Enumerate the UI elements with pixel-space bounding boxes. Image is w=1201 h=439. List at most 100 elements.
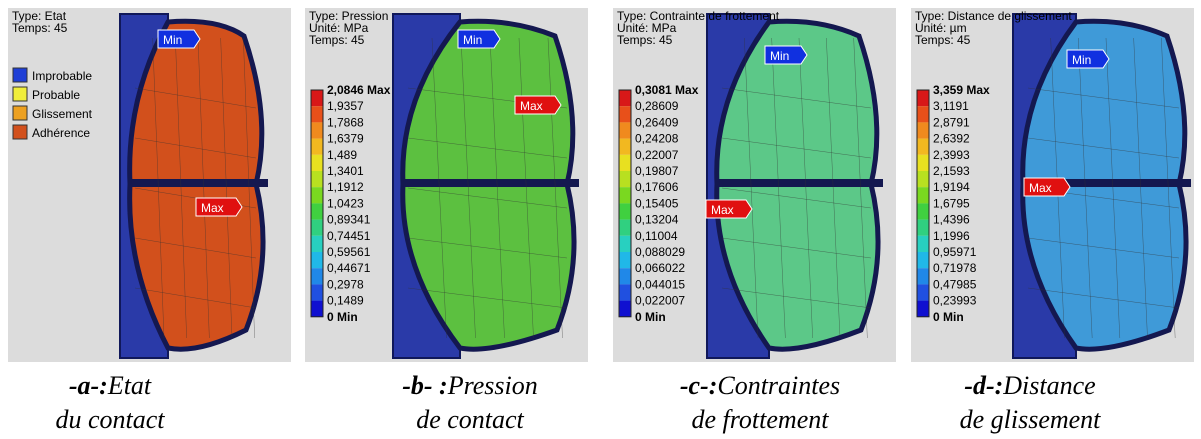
colorbar-band xyxy=(619,219,631,236)
colorbar-band xyxy=(619,154,631,171)
mesh-line xyxy=(134,137,257,159)
colorbar-band xyxy=(311,235,323,252)
legend-swatch xyxy=(12,86,28,102)
colorbar-band xyxy=(619,106,631,123)
legend-label: Adhérence xyxy=(32,126,90,140)
colorbar-label: 0,022007 xyxy=(635,294,685,308)
max-tag xyxy=(195,197,243,217)
colorbar-band xyxy=(619,90,631,107)
mesh-line xyxy=(1027,287,1180,309)
caption-line: du contact xyxy=(55,405,165,434)
mesh-line xyxy=(744,37,759,339)
mesh-line xyxy=(1133,37,1148,339)
colorbar-label: 0,89341 xyxy=(327,213,371,227)
colorbar-band xyxy=(619,284,631,301)
mesh-line xyxy=(721,137,872,159)
pad-groove xyxy=(1021,179,1191,187)
panel-header: Temps: 45 xyxy=(617,33,673,47)
panel-header: Type: Etat xyxy=(12,9,67,23)
colorbar-band xyxy=(917,252,929,269)
mesh-line xyxy=(243,37,255,339)
colorbar-band xyxy=(311,219,323,236)
mesh-line xyxy=(407,237,568,259)
caption-label: -d-: xyxy=(964,371,1003,400)
colorbar-band xyxy=(311,122,323,139)
legend-label: Improbable xyxy=(32,69,92,83)
mesh-line xyxy=(721,287,872,309)
min-tag xyxy=(764,45,808,65)
colorbar-band xyxy=(311,90,323,107)
colorbar-label: 0,22007 xyxy=(635,148,679,162)
colorbar-label: 2,6392 xyxy=(933,132,970,146)
colorbar-band xyxy=(619,187,631,204)
colorbar-label: 0,2978 xyxy=(327,277,364,291)
colorbar-label: 0,19807 xyxy=(635,164,679,178)
min-tag-label: Min xyxy=(770,49,789,63)
min-tag xyxy=(1066,49,1110,69)
colorbar-label: 0,17606 xyxy=(635,180,679,194)
pad-groove xyxy=(715,179,883,187)
colorbar-label: 1,3401 xyxy=(327,164,364,178)
min-tag-label: Min xyxy=(463,33,482,47)
colorbar-label: 0 Min xyxy=(327,310,358,324)
colorbar-band xyxy=(619,171,631,188)
max-tag-label: Max xyxy=(711,203,734,217)
max-tag xyxy=(705,199,753,219)
panel-header: Unité: MPa xyxy=(617,21,677,35)
caption-text: Etat xyxy=(107,371,152,400)
caption-line: -b- :Pression xyxy=(402,371,538,400)
colorbar-label: 0,044015 xyxy=(635,277,685,291)
colorbar-label: 0,71978 xyxy=(933,261,977,275)
panel-header: Temps: 45 xyxy=(309,33,365,47)
caption-line: -c-:Contraintes xyxy=(680,371,840,400)
colorbar-frame xyxy=(310,89,324,318)
colorbar-label: 0,3081 Max xyxy=(635,83,699,97)
pad-groove xyxy=(128,179,268,187)
colorbar-band xyxy=(619,252,631,269)
panel-header: Unité: MPa xyxy=(309,21,369,35)
caption-text: Pression xyxy=(447,371,538,400)
colorbar-label: 1,1912 xyxy=(327,180,364,194)
mesh-line xyxy=(175,37,187,339)
min-tag xyxy=(457,29,501,49)
max-tag-label: Max xyxy=(1029,181,1052,195)
mesh-line xyxy=(407,187,568,209)
max-tag-label: Max xyxy=(520,99,543,113)
mesh-line xyxy=(197,37,210,339)
colorbar-band xyxy=(917,187,929,204)
mesh-line xyxy=(721,237,872,259)
colorbar-label: 1,9357 xyxy=(327,99,364,113)
mesh-line xyxy=(134,237,257,259)
colorbar-label: 3,1191 xyxy=(933,99,969,113)
caption-line: -d-:Distance xyxy=(964,371,1095,400)
colorbar-band xyxy=(311,154,323,171)
caption-label: -c-: xyxy=(680,371,718,400)
colorbar-band xyxy=(619,203,631,220)
mesh-line xyxy=(826,37,841,339)
caption-text: Distance xyxy=(1002,371,1095,400)
mesh-line xyxy=(220,37,233,339)
panel-header: Unité: µm xyxy=(915,21,967,35)
mesh-line xyxy=(547,37,563,339)
colorbar-label: 0,28609 xyxy=(635,99,679,113)
colorbar-band xyxy=(917,284,929,301)
colorbar-label: 0,13204 xyxy=(635,213,679,227)
pad-groove xyxy=(401,179,579,187)
colorbar-band xyxy=(917,219,929,236)
colorbar-band xyxy=(917,300,929,317)
colorbar-band xyxy=(917,268,929,285)
colorbar-label: 1,7868 xyxy=(327,115,364,129)
mesh-line xyxy=(1078,37,1093,339)
caption-line: -a-:Etat xyxy=(69,371,152,400)
colorbar-label: 2,3993 xyxy=(933,148,970,162)
min-tag xyxy=(157,29,201,49)
colorbar-label: 1,1996 xyxy=(933,229,970,243)
colorbar-label: 1,0423 xyxy=(327,196,364,210)
colorbar-label: 0,24208 xyxy=(635,132,679,146)
colorbar-band xyxy=(619,122,631,139)
legend-swatch xyxy=(12,67,28,83)
colorbar-label: 0,95971 xyxy=(933,245,977,259)
colorbar-label: 0,11004 xyxy=(635,229,678,243)
